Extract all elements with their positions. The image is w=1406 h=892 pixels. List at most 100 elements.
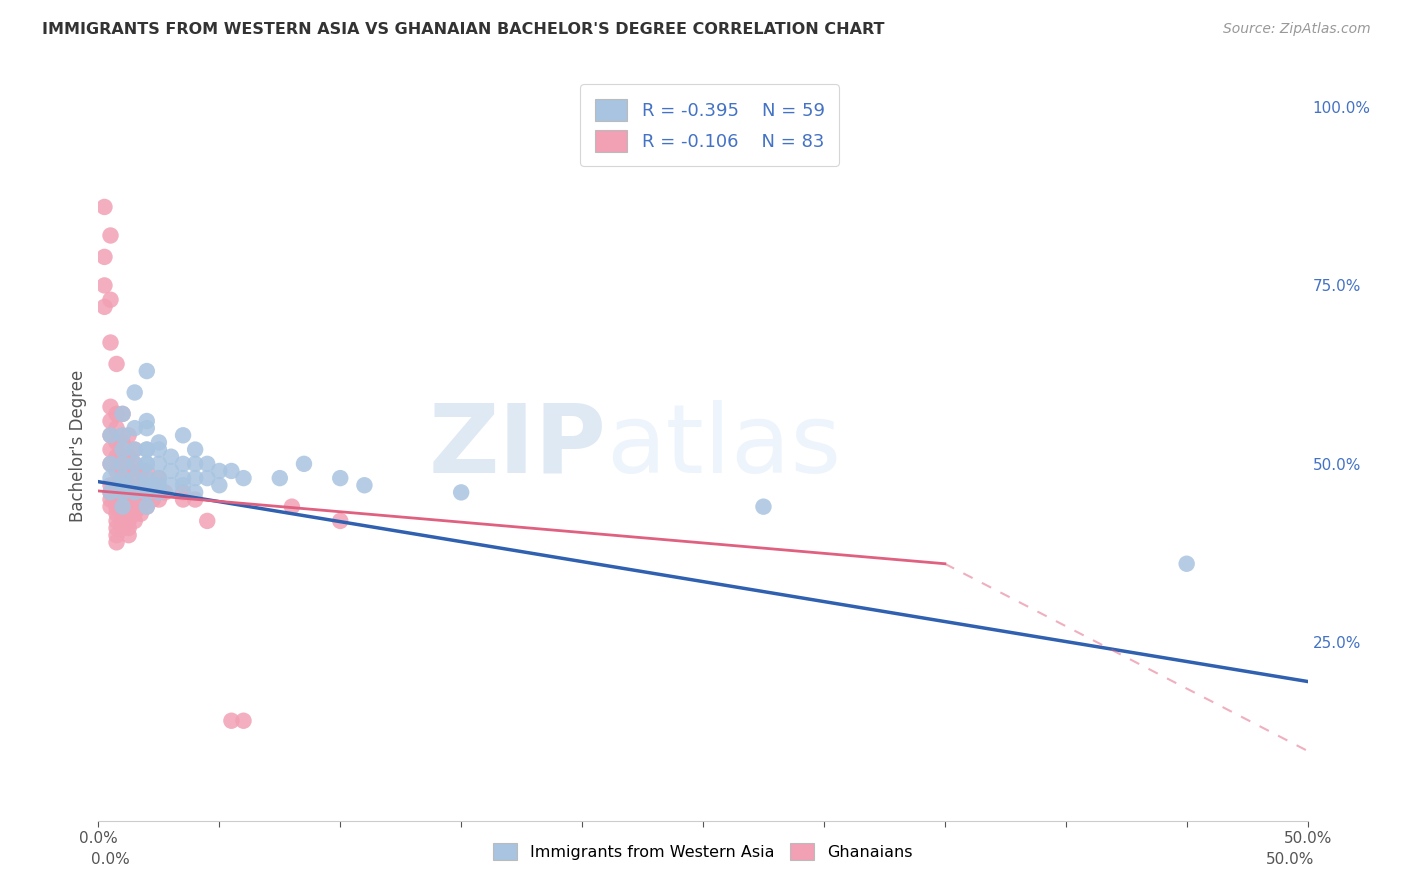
Point (135, 471, 157, 485)
Point (172, 428, 194, 442)
Point (93, 300, 115, 314)
Point (208, 478, 231, 492)
Point (153, 485, 176, 500)
Point (148, 457, 170, 471)
Point (100, 492, 122, 507)
Point (93, 200, 115, 214)
Point (124, 471, 146, 485)
Point (129, 464, 152, 478)
Point (184, 442, 207, 457)
Point (118, 478, 141, 492)
Point (124, 492, 146, 507)
Text: ZIP: ZIP (429, 400, 606, 492)
Point (281, 500, 304, 514)
Point (124, 457, 146, 471)
Point (353, 478, 375, 492)
Point (100, 457, 122, 471)
Point (148, 492, 170, 507)
Point (118, 492, 141, 507)
Point (124, 442, 146, 457)
Point (184, 492, 207, 507)
Point (93, 278, 115, 293)
Point (160, 450, 183, 464)
Point (100, 428, 122, 442)
Point (1175, 557, 1198, 571)
Point (111, 450, 134, 464)
Point (105, 507, 128, 521)
Point (105, 435, 128, 450)
Point (111, 507, 134, 521)
Point (195, 514, 218, 528)
Point (100, 485, 122, 500)
Point (135, 364, 157, 378)
Point (221, 464, 243, 478)
Point (105, 521, 128, 535)
Point (172, 485, 194, 500)
Point (100, 414, 122, 428)
Point (208, 464, 231, 478)
Point (195, 457, 218, 471)
Y-axis label: Bachelor's Degree: Bachelor's Degree (69, 370, 87, 522)
Point (135, 457, 157, 471)
Point (111, 464, 134, 478)
Point (105, 407, 128, 421)
Point (105, 492, 128, 507)
Point (118, 428, 141, 442)
Text: Source: ZipAtlas.com: Source: ZipAtlas.com (1223, 22, 1371, 37)
Point (148, 435, 170, 450)
Point (148, 442, 170, 457)
Point (160, 478, 183, 492)
Point (111, 478, 134, 492)
Text: 0.0%: 0.0% (91, 852, 131, 867)
Point (111, 407, 134, 421)
Point (111, 500, 134, 514)
Point (105, 357, 128, 371)
Point (135, 421, 157, 435)
Point (232, 471, 254, 485)
Point (172, 471, 194, 485)
Point (105, 535, 128, 549)
Point (118, 450, 141, 464)
Point (118, 514, 141, 528)
Point (105, 514, 128, 528)
Text: IMMIGRANTS FROM WESTERN ASIA VS GHANAIAN BACHELOR'S DEGREE CORRELATION CHART: IMMIGRANTS FROM WESTERN ASIA VS GHANAIAN… (42, 22, 884, 37)
Point (100, 500, 122, 514)
Point (129, 478, 152, 492)
Point (232, 714, 254, 728)
Point (135, 442, 157, 457)
Point (129, 507, 152, 521)
Point (124, 500, 146, 514)
Point (135, 414, 157, 428)
Point (105, 485, 128, 500)
Point (172, 492, 194, 507)
Point (100, 335, 122, 350)
Point (124, 485, 146, 500)
Point (135, 478, 157, 492)
Point (160, 464, 183, 478)
Point (148, 478, 170, 492)
Point (450, 485, 472, 500)
Point (100, 428, 122, 442)
Point (105, 450, 128, 464)
Point (129, 492, 152, 507)
Point (100, 442, 122, 457)
Point (111, 442, 134, 457)
Text: atlas: atlas (606, 400, 841, 492)
Point (100, 400, 122, 414)
Legend: Immigrants from Western Asia, Ghanaians: Immigrants from Western Asia, Ghanaians (485, 835, 921, 868)
Point (142, 478, 165, 492)
Point (105, 528, 128, 542)
Point (105, 421, 128, 435)
Point (124, 457, 146, 471)
Point (105, 464, 128, 478)
Point (111, 428, 134, 442)
Point (111, 485, 134, 500)
Point (329, 514, 352, 528)
Point (135, 442, 157, 457)
Point (148, 471, 170, 485)
Point (111, 492, 134, 507)
Point (111, 471, 134, 485)
Point (172, 457, 194, 471)
Point (124, 421, 146, 435)
Point (124, 385, 146, 400)
